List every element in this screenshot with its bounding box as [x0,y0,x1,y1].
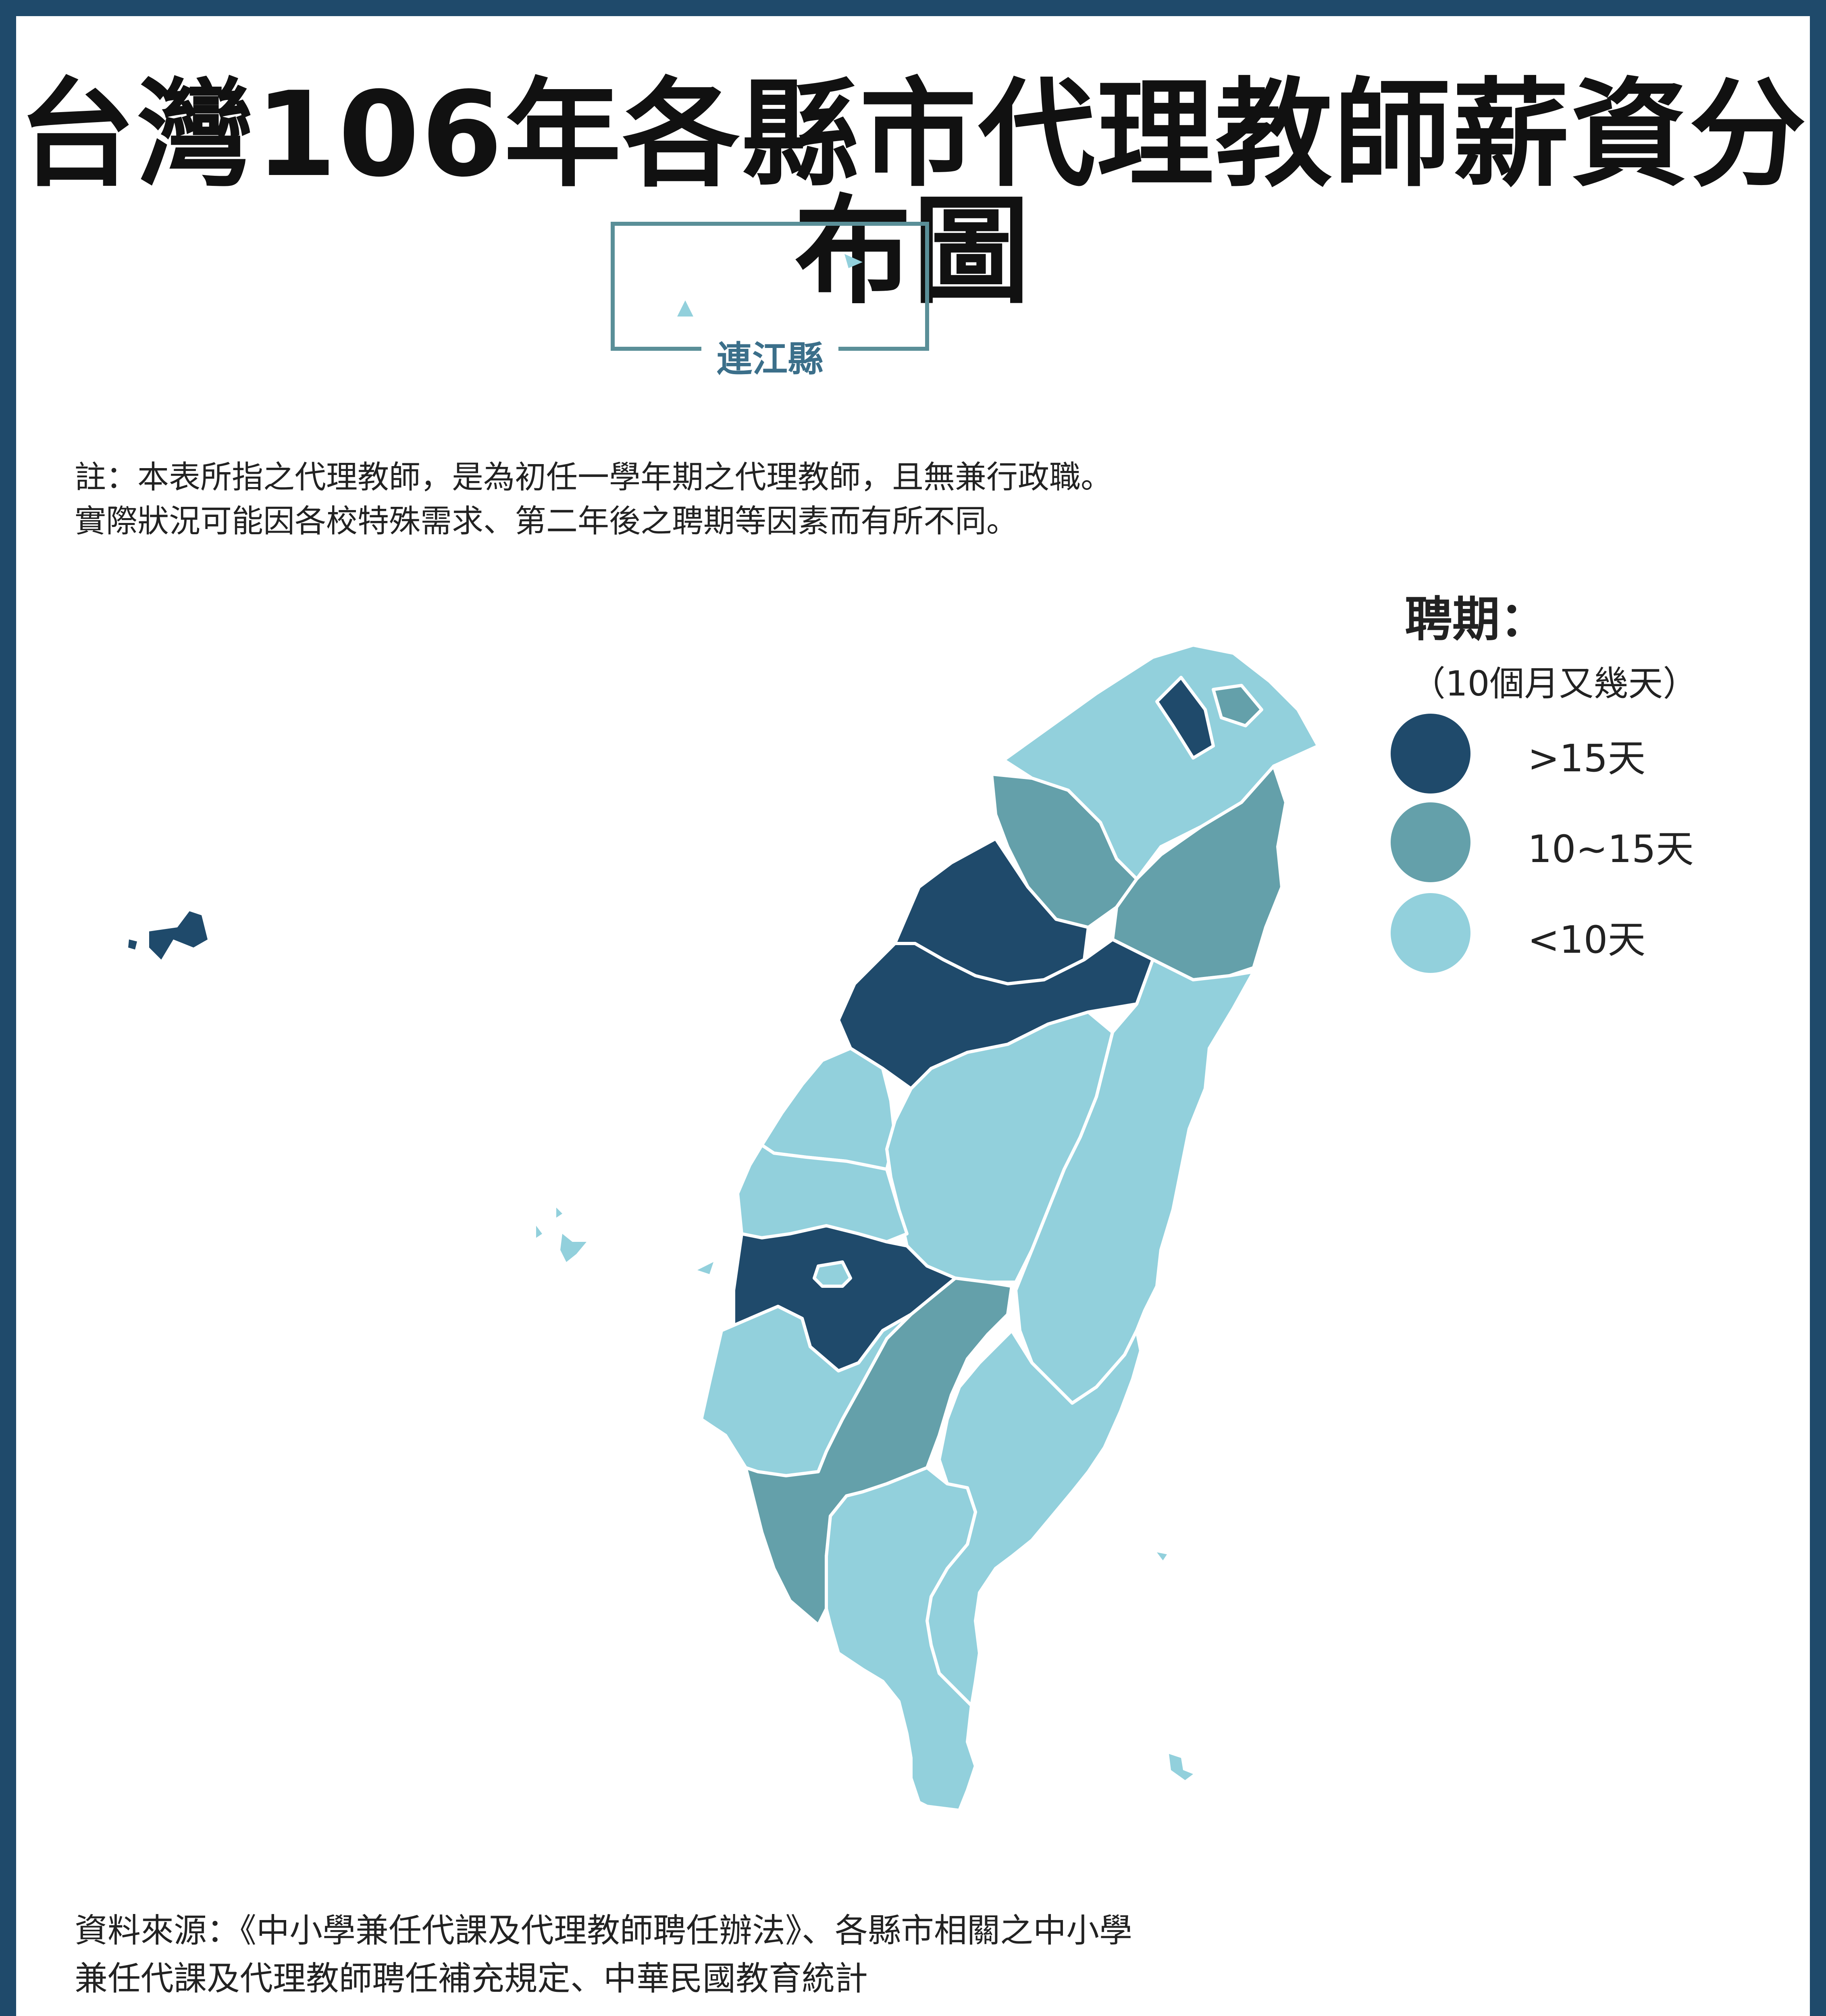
legend-swatch-medium [1391,802,1470,882]
source-line-2: 兼任代課及代理教師聘任補充規定、中華民國教育統計 [75,1959,868,1998]
legend-subtitle: （10個月又幾天） [1411,664,1698,704]
penghu-islet-1 [536,1226,542,1238]
note-line-1: 註：本表所指之代理教師，是為初任一學年期之代理教師，且無兼行政職。 [75,459,1113,496]
penghu-islet-3 [697,1262,713,1274]
region-kinmen [149,911,208,960]
region-green-island [1157,1552,1167,1560]
note: 註：本表所指之代理教師，是為初任一學年期之代理教師，且無兼行政職。 實際狀況可能… [75,456,1112,544]
region-changhua [760,1047,896,1171]
region-chiayi-city [813,1260,852,1288]
region-orchid-island [1169,1754,1193,1780]
note-line-2: 實際狀況可能因各校特殊需求、第二年後之聘期等因素而有所不同。 [75,503,1018,540]
matsu-island-west [677,300,693,317]
penghu-islet-2 [556,1208,562,1218]
source-note: 資料來源：《中小學兼任代課及代理教師聘任辦法》、各縣市相關之中小學 兼任代課及代… [75,1907,1132,2003]
matsu-inset-frame [611,222,929,351]
source-line-1: 資料來源：《中小學兼任代課及代理教師聘任辦法》、各縣市相關之中小學 [75,1912,1133,1950]
legend-label-dark: >15天 [1528,737,1646,781]
legend-swatch-light [1391,893,1470,973]
map-title: 台灣106年各縣市代理教師薪資分布圖 [18,67,1808,320]
legend-swatch-dark [1391,714,1470,793]
inset-label: 連江縣 [701,331,838,382]
region-keelung [1212,684,1263,727]
matsu-island-east [844,254,863,268]
region-yilan [1111,764,1287,981]
region-penghu [560,1234,586,1262]
kinmen-islet [128,939,137,950]
legend-title: 聘期： [1405,591,1548,647]
legend-label-medium: 10~15天 [1528,827,1694,871]
region-taipei [1155,676,1215,760]
legend-label-light: <10天 [1528,918,1646,962]
region-pingtung [825,1466,977,1812]
